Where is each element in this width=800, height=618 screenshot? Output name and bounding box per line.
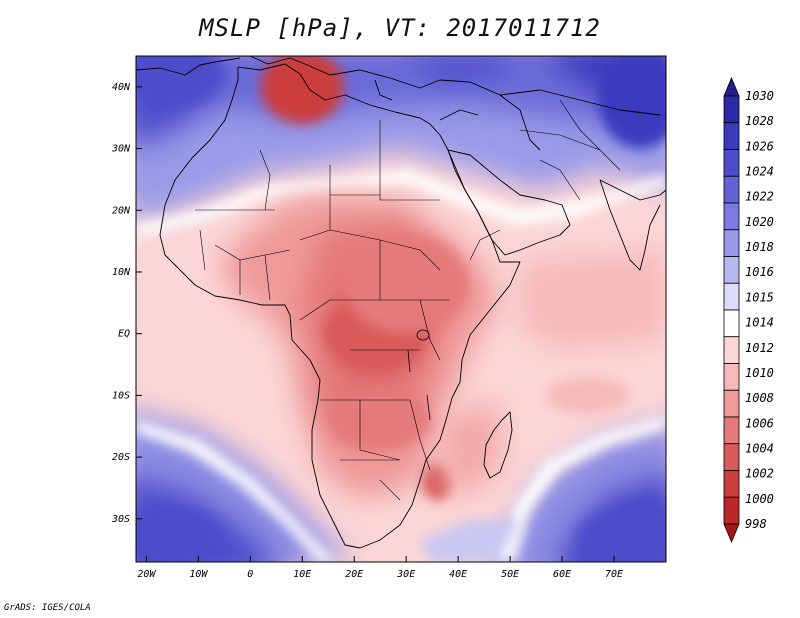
lakes [407,329,431,421]
colorbar-swatch-1008 [723,389,740,418]
lon-tick-label: 30E [396,569,415,580]
colorbar-label: 1006 [745,416,774,430]
colorbar-label: 1022 [745,190,774,204]
pressure-center-7 [598,56,666,149]
lon-tick-label: 70E [605,569,623,580]
pressure-center-3 [328,389,433,451]
colorbar-label: 1026 [745,139,774,153]
colorbar-label: 1010 [745,366,774,380]
pressure-field [136,56,666,562]
country-borders [195,99,621,501]
colorbar-label: 1000 [745,492,774,506]
lat-tick-label: 40N [112,82,131,93]
colorbar-label: 1015 [745,290,774,304]
pressure-center-0 [260,56,344,124]
arabia-coastline [447,149,571,256]
lat-tick-label: 20S [112,452,130,463]
colorbar-swatch-1014 [723,309,740,338]
colorbar-label: 1020 [745,215,774,229]
lon-tick-label: 40E [449,569,467,580]
colorbar-swatch-1015 [723,282,740,311]
colorbar-swatch-1022 [723,175,740,204]
lat-tick-label: 10N [112,267,131,278]
colorbar: 1030 1028 1026 1024 1022 1020 1018 1016 1015 1014… [723,76,774,544]
colorbar-label: 1014 [745,316,774,330]
pressure-center-8 [577,506,666,562]
colorbar-label: 1024 [745,165,774,179]
lon-tick-label: 50E [501,569,519,580]
colorbar-label: 998 [745,517,767,531]
colorbar-label: 1030 [745,89,774,103]
lat-tick-label: 30N [111,144,131,155]
colorbar-swatch-1026 [723,122,740,150]
grads-credit: GrADS: IGES/COLA [4,603,91,613]
pressure-center-5 [546,376,630,414]
africa-coastline [159,63,521,549]
colorbar-swatch-1018 [723,229,740,257]
colorbar-swatch-1020 [723,202,740,231]
europe-coastline [136,56,661,116]
colorbar-label: 1008 [745,391,774,405]
pressure-centers [136,56,666,562]
lon-tick-label: 10W [189,569,208,580]
south-transition-bands [136,416,666,562]
colorbar-label: 1028 [745,114,774,128]
colorbar-swatch-1006 [723,416,740,445]
coastlines [136,56,666,549]
longitude-axis: 20W 10W 0 10E 20E 30E 40E 50E 60E 70E [137,556,623,580]
colorbar-swatch-1010 [723,363,740,391]
lon-tick-label: 10E [293,569,311,580]
lon-tick-label: 20W [137,569,156,580]
indian-ocean-field [440,250,666,500]
pressure-center-4 [343,234,469,334]
colorbar-swatch-1030 [723,76,740,97]
sea-outlines [374,79,541,151]
lon-tick-label: 60E [553,569,571,580]
pressure-center-9 [136,506,225,562]
plot-frame [135,55,667,563]
colorbar-swatch-1012 [723,336,740,364]
lat-tick-label: 30S [111,514,130,525]
india-coastline [599,179,666,271]
lon-tick-label: 0 [247,569,253,580]
lat-tick-label: EQ [118,329,130,340]
colorbar-label: 1012 [745,341,774,355]
colorbar-swatch-1004 [723,443,740,471]
colorbar-label: 1016 [745,265,774,279]
colorbar-swatch-1016 [723,256,740,284]
colorbar-swatch-1024 [723,149,740,177]
colorbar-label: 1004 [745,441,774,455]
colorbar-swatch-1002 [723,470,740,498]
colorbar-swatch-1000 [723,496,740,525]
latitude-axis: 40N 30N 20N 10N EQ 10S 20S 30S [111,82,142,525]
map-title: MSLP [hPa], VT: 2017011712 [199,14,601,42]
colorbar-swatch-1028 [723,95,740,124]
colorbar-swatch-998 [723,523,740,544]
colorbar-label: 1002 [745,467,774,481]
lon-tick-label: 20E [345,569,363,580]
madagascar-coastline [483,411,513,479]
lat-tick-label: 10S [112,390,130,401]
colorbar-label: 1018 [745,240,774,254]
lat-tick-label: 20N [112,205,131,216]
